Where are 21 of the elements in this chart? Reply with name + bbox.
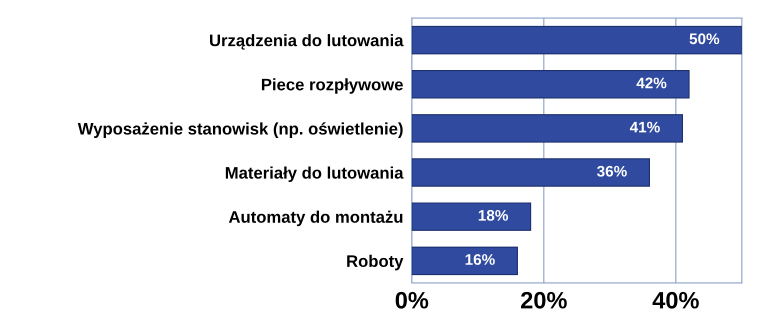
- y-tick-label: Piece rozpływowe: [262, 78, 403, 94]
- y-tick-label: Roboty: [347, 254, 404, 270]
- y-tick-label: Wyposażenie stanowisk (np. oświetlenie): [78, 122, 403, 138]
- x-tick-label: 0%: [396, 292, 428, 309]
- bar: [412, 114, 683, 143]
- bar: [412, 26, 742, 54]
- y-tick-label: Urządzenia do lutowania: [210, 34, 404, 50]
- data-label: 36%: [597, 166, 627, 177]
- x-tick-label: 20%: [521, 292, 567, 309]
- bar: [412, 70, 690, 98]
- y-tick-label: Automaty do montażu: [228, 210, 402, 226]
- data-label: 50%: [690, 33, 720, 44]
- data-label: 41%: [630, 122, 660, 132]
- data-label: 18%: [478, 210, 508, 221]
- y-tick-label: Materiały do lutowania: [226, 166, 404, 182]
- bar: [412, 158, 650, 187]
- bar: [412, 202, 532, 231]
- data-label: 42%: [636, 78, 666, 88]
- x-tick-label: 40%: [652, 292, 699, 309]
- data-label: 16%: [466, 254, 495, 265]
- bar: [412, 246, 518, 276]
